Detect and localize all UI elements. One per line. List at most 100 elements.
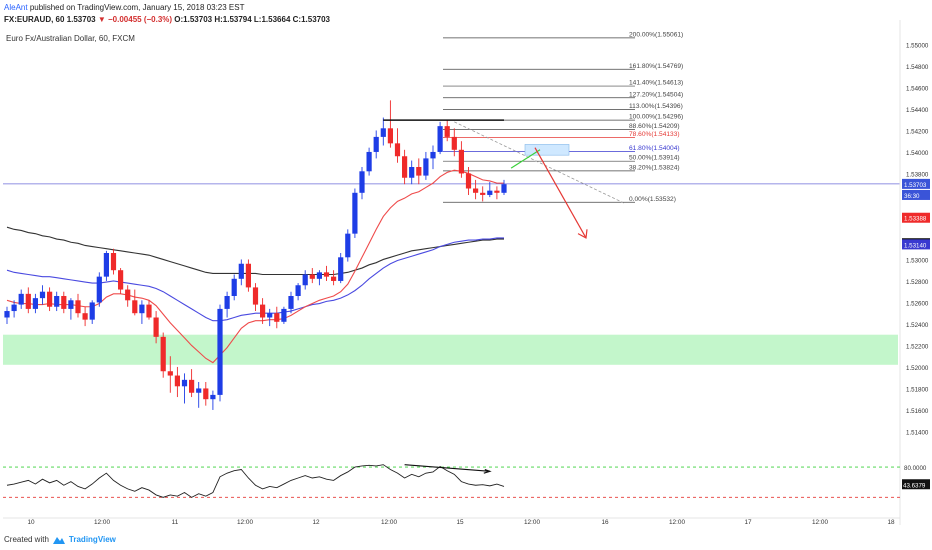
candle-body: [18, 293, 24, 305]
fib-level-label: 127.20%(1.54504): [629, 91, 683, 98]
price-axis-tag: [902, 178, 930, 189]
candle-body: [196, 388, 202, 393]
candle-body: [146, 304, 152, 318]
candle-body: [132, 300, 138, 314]
fib-level-label: 50.00%(1.53914): [629, 155, 680, 162]
candle-body: [252, 287, 259, 305]
time-tick-label: 12: [312, 519, 320, 526]
fib-level-label: 100.00%(1.54296): [629, 114, 683, 121]
candle-body: [4, 311, 10, 318]
symbol-label: FX:EURAUD, 60: [4, 15, 65, 24]
candle-body: [394, 143, 401, 157]
candle-body: [423, 158, 429, 176]
candle-body: [494, 190, 500, 193]
projection-up-arrow: [510, 149, 541, 169]
time-tick-label: 10: [27, 519, 35, 526]
fib-level-label: 161.80%(1.54769): [629, 63, 683, 70]
fib-level-label: 0.00%(1.53532): [629, 196, 676, 203]
candle-body: [245, 263, 251, 288]
price-tick-label: 1.52400: [906, 322, 929, 329]
candle-body: [238, 263, 244, 279]
price-tick-label: 1.53000: [906, 257, 929, 264]
candle-body: [380, 128, 386, 137]
fib-level-label: 88.60%(1.54209): [629, 123, 680, 130]
price-tick-label: 1.52800: [906, 279, 929, 286]
time-axis[interactable]: 10 12:00 11 12:00 12 12:00 15 12:00 16 12:00 17 12:…: [27, 519, 895, 526]
tradingview-logo-icon: [52, 536, 65, 544]
price-change: −0.00455 (−0.3%): [108, 15, 173, 24]
price-tick-label: 1.52000: [906, 365, 929, 372]
sma-slow-line: [6, 226, 504, 276]
price-axis-tag: [902, 239, 930, 250]
candle-body: [480, 192, 486, 195]
candle-body: [82, 313, 88, 320]
price-axis-tag-label: 1.53140: [904, 242, 927, 249]
price-axis-tag: [902, 212, 930, 223]
fibonacci-levels[interactable]: 200.00%(1.55061) 161.80%(1.54769) 141.40%(…: [443, 31, 683, 203]
price-tick-label: 1.54800: [906, 64, 929, 71]
candle-body: [68, 300, 74, 309]
candle-body: [174, 375, 180, 387]
candle-body: [465, 173, 472, 189]
candle-body: [181, 379, 188, 387]
candle-body: [416, 167, 422, 176]
candle-body: [366, 151, 372, 172]
candle-body: [345, 233, 351, 258]
fib-level-label: 38.20%(1.53824): [629, 164, 680, 171]
ema-mid-line: [6, 237, 504, 322]
projection-down-arrow: [534, 147, 587, 239]
price-axis[interactable]: 1.55000 1.54800 1.54600 1.54400 1.54200 1.540…: [899, 20, 930, 525]
candle-body: [359, 171, 365, 193]
ema-fast-line: [6, 169, 504, 364]
price-tick-label: 1.51800: [906, 386, 929, 393]
rsi-tick-label: 80.0000: [904, 465, 927, 472]
candle-body: [160, 336, 166, 372]
created-with-label: Created with: [4, 535, 49, 544]
price-tick-label: 1.51400: [906, 429, 929, 436]
candle-body: [217, 308, 223, 395]
price-tick-label: 1.54000: [906, 150, 929, 157]
candle-body: [295, 285, 301, 296]
candle-body: [11, 304, 17, 312]
candle-body: [430, 151, 436, 159]
candle-body: [54, 296, 60, 307]
candle-body: [437, 126, 443, 152]
trend-line-dashed: [454, 121, 626, 204]
fib-level-label: 78.60%(1.54133): [629, 131, 680, 138]
time-tick-label: 16: [601, 519, 609, 526]
tradingview-link[interactable]: TradingView: [68, 535, 116, 544]
price-axis-tag: [902, 189, 930, 200]
candle-body: [153, 317, 159, 337]
published-text: published on TradingView.com, January 15…: [29, 3, 245, 12]
price-tick-label: 1.54200: [906, 128, 929, 135]
price-tick-label: 1.52600: [906, 300, 929, 307]
close-value: C:1.53703: [292, 15, 330, 24]
drawings[interactable]: [383, 119, 626, 239]
time-tick-label: 18: [887, 519, 895, 526]
candle-body: [338, 257, 344, 281]
support-zone: [3, 334, 898, 365]
price-axis-tag-label: 36:30: [904, 193, 920, 200]
target-box: [524, 144, 570, 156]
candle-body: [373, 136, 379, 152]
candle-body: [75, 300, 81, 314]
last-price: 1.53703: [66, 15, 96, 24]
candle-body: [89, 302, 95, 320]
candle-body: [402, 156, 408, 178]
down-arrow-head-icon: [577, 229, 588, 239]
author-link[interactable]: AleAnt: [4, 3, 28, 12]
candle-body: [61, 296, 67, 309]
time-tick-label: 11: [172, 519, 179, 526]
open-value: O:1.53703: [174, 15, 213, 24]
candle-body: [267, 313, 273, 318]
candle-body: [274, 313, 280, 322]
price-axis-tag-label: 1.53388: [904, 216, 927, 223]
candle-body: [139, 304, 145, 314]
time-tick-label: 12:00: [94, 519, 110, 526]
time-tick-label: 12:00: [237, 519, 253, 526]
candle-body: [231, 278, 237, 296]
rsi-arrow-head-icon: [483, 468, 492, 474]
rsi-line: [6, 464, 505, 498]
price-tick-label: 1.54400: [906, 107, 929, 114]
